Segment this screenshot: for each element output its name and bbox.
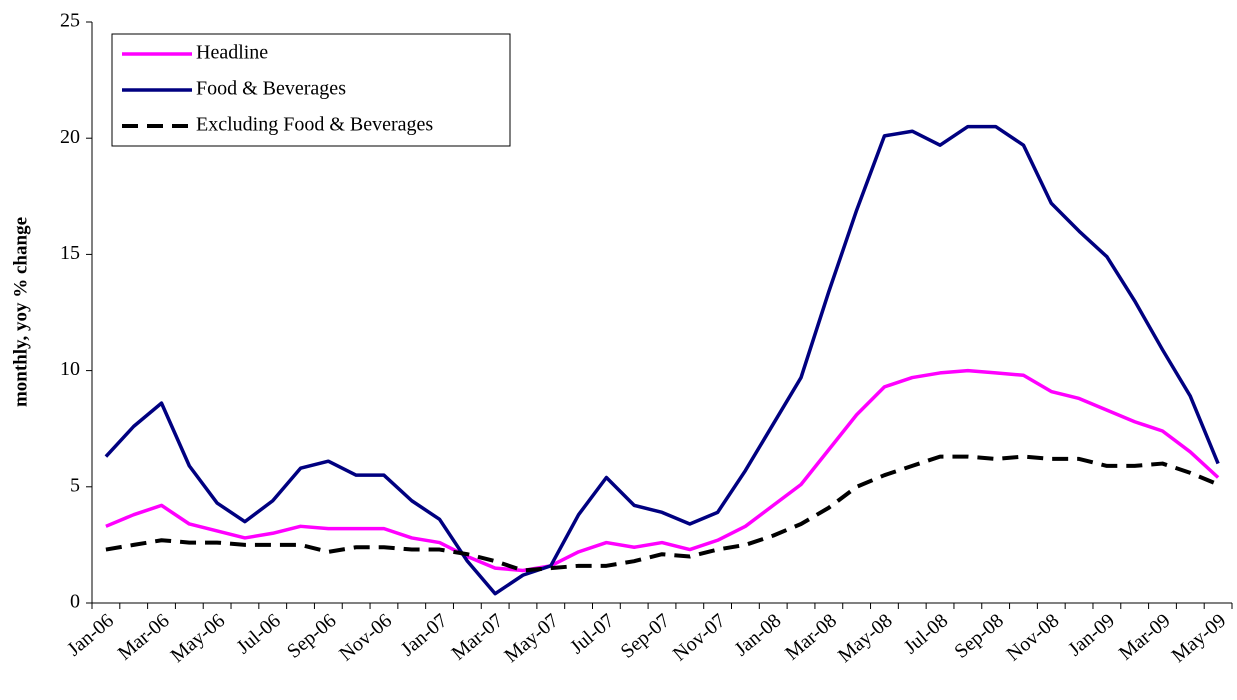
x-tick-label: Mar-06 xyxy=(114,609,174,664)
y-tick-label: 25 xyxy=(60,10,80,32)
x-tick-label: May-07 xyxy=(500,609,563,667)
x-tick-label: May-08 xyxy=(834,609,897,667)
x-tick-label: Nov-06 xyxy=(335,609,396,665)
x-tick-label: May-09 xyxy=(1168,609,1231,667)
x-tick-label: Nov-07 xyxy=(669,609,730,665)
x-tick-label: Nov-08 xyxy=(1002,609,1063,665)
x-tick-label: Sep-06 xyxy=(283,609,341,662)
legend-label: Excluding Food & Beverages xyxy=(196,114,433,136)
x-tick-label: Jan-09 xyxy=(1064,609,1119,660)
y-tick-label: 10 xyxy=(60,358,80,380)
x-tick-label: Sep-08 xyxy=(950,609,1008,662)
y-tick-label: 5 xyxy=(70,474,80,496)
x-tick-label: Sep-07 xyxy=(617,609,675,662)
x-tick-label: Jul-08 xyxy=(900,609,952,658)
y-tick-label: 20 xyxy=(60,126,80,148)
x-tick-label: Jan-06 xyxy=(63,609,118,660)
y-tick-label: 0 xyxy=(70,591,80,613)
series-line xyxy=(105,368,1220,573)
x-tick-label: Jul-07 xyxy=(566,609,618,658)
legend-label: Headline xyxy=(196,42,268,64)
legend-label: Food & Beverages xyxy=(196,78,346,100)
x-tick-label: Jan-08 xyxy=(730,609,785,660)
x-tick-label: May-06 xyxy=(167,609,230,667)
x-tick-label: Jan-07 xyxy=(397,609,452,660)
x-tick-label: Jul-06 xyxy=(232,609,284,658)
series-line xyxy=(105,454,1219,573)
y-tick-label: 15 xyxy=(60,242,80,264)
series-line xyxy=(104,124,1220,596)
x-tick-label: Mar-09 xyxy=(1115,609,1175,664)
x-tick-label: Mar-08 xyxy=(781,609,841,664)
x-tick-label: Mar-07 xyxy=(448,609,508,664)
y-axis-label: monthly, yoy % change xyxy=(10,217,31,407)
